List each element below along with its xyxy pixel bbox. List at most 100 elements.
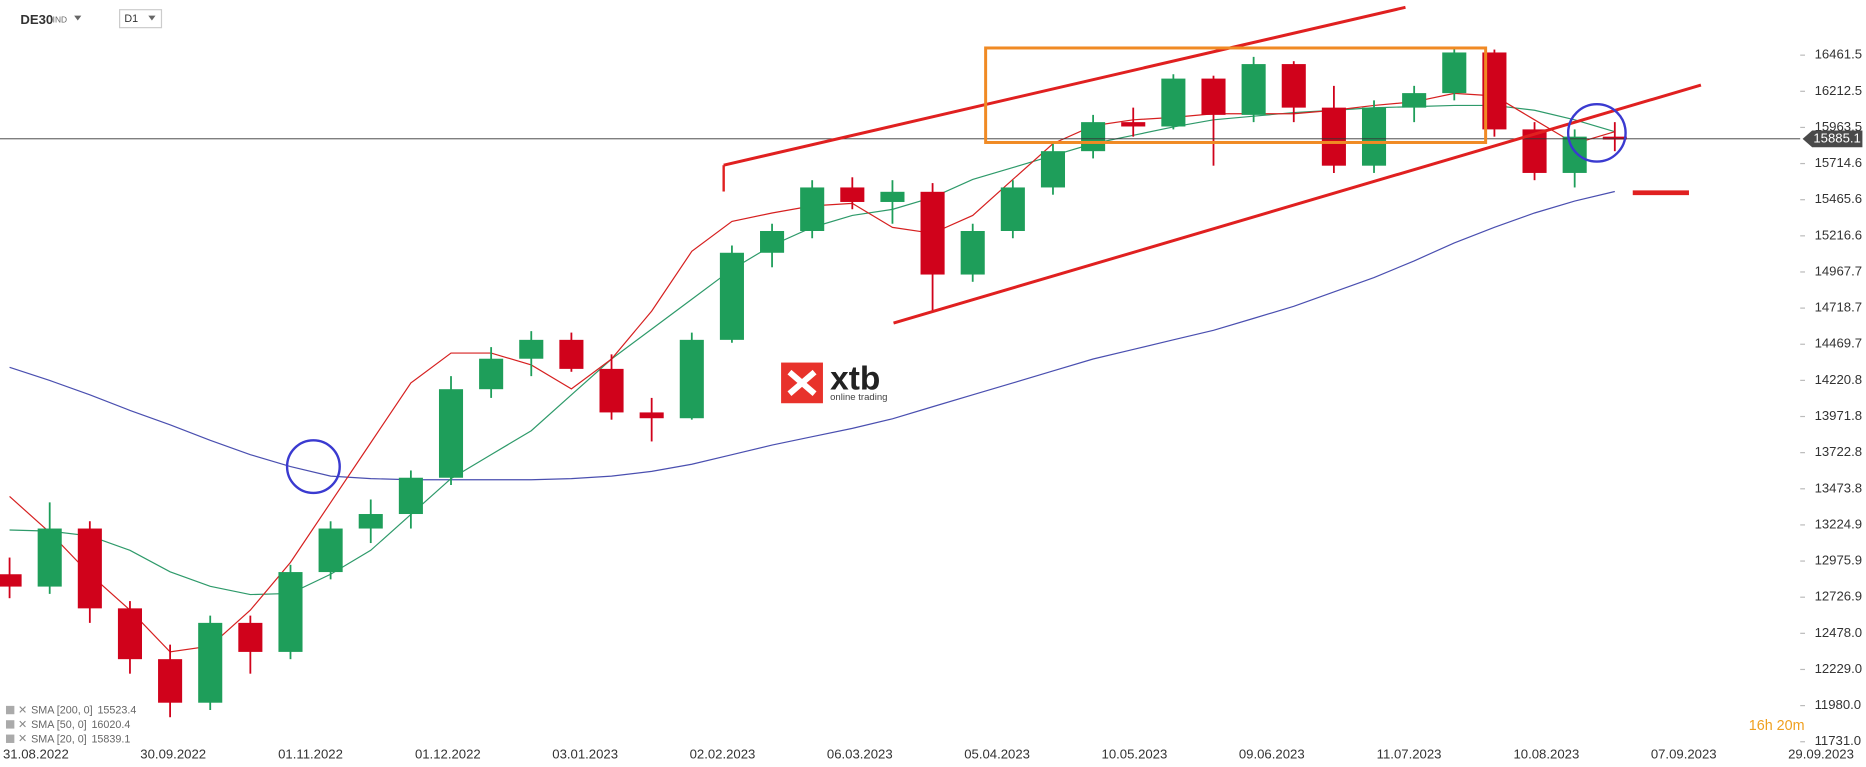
highlight-circle	[1566, 103, 1627, 163]
y-tick-label: 12229.0	[1815, 661, 1863, 676]
logo-tagline: online trading	[830, 392, 887, 403]
y-tick-label: 14469.7	[1815, 336, 1863, 351]
candle-body	[318, 528, 343, 573]
candle-body	[599, 368, 624, 413]
x-tick-label: 09.06.2023	[1239, 746, 1305, 761]
legend-entry: SMA [20, 0] 15839.1	[31, 733, 130, 745]
x-tick-label: 02.02.2023	[690, 746, 756, 761]
x-tick-label: 10.08.2023	[1513, 746, 1579, 761]
candle-body	[760, 230, 785, 253]
x-tick-label: 06.03.2023	[827, 746, 893, 761]
x-tick-label: 11.07.2023	[1377, 746, 1442, 761]
candle-body	[77, 528, 102, 609]
candle-body	[1201, 78, 1226, 115]
candle-body	[117, 608, 143, 660]
candle-body	[238, 622, 263, 652]
candle-body	[0, 574, 22, 587]
candle-body	[920, 191, 945, 275]
trend-line	[723, 5, 1406, 167]
candle-body	[880, 191, 905, 202]
candle-body	[398, 477, 423, 515]
candle-body	[960, 230, 985, 275]
candle-body	[479, 358, 504, 390]
legend-value: 15839.1	[91, 733, 130, 745]
legend-entry: SMA [200, 0] 15523.4	[31, 704, 136, 716]
dropdown-arrow[interactable]	[74, 15, 82, 21]
candle-body	[1040, 151, 1066, 188]
y-tick-label: 15465.6	[1815, 191, 1863, 206]
candle-body	[1121, 122, 1146, 127]
y-tick-label: 12975.9	[1815, 553, 1863, 568]
range-box	[984, 46, 1488, 144]
candle-body	[1602, 136, 1627, 140]
candle-body	[1442, 52, 1467, 94]
legend-value: 16020.4	[91, 719, 130, 731]
y-tick-label: 13971.8	[1815, 408, 1863, 423]
price-tag	[1802, 130, 1863, 148]
candle-body	[840, 187, 865, 202]
candle-body	[1562, 136, 1587, 173]
y-tick-label: 13722.8	[1815, 444, 1863, 459]
y-tick-label: 13473.8	[1815, 480, 1863, 495]
dropdown-arrow[interactable]	[148, 15, 156, 21]
interval-box[interactable]	[119, 9, 163, 29]
candle-body	[679, 339, 704, 419]
y-tick-label: 11731.0	[1815, 733, 1862, 748]
y-tick-label: 16212.5	[1815, 83, 1863, 98]
legend-entry: SMA [50, 0] 16020.4	[31, 719, 130, 731]
logo-x	[787, 369, 817, 396]
candle-body	[1000, 187, 1025, 231]
legend-close: ✕	[18, 704, 27, 716]
candle-body	[1321, 107, 1346, 166]
candle-body	[198, 622, 223, 703]
y-tick-label: 12726.9	[1815, 589, 1863, 604]
x-tick-label: 30.09.2022	[140, 746, 206, 761]
candle-body	[1361, 107, 1387, 166]
plot-area: 11731.0 11980.0 12229.0 12478.0 12726.9 12975…	[0, 47, 1863, 761]
interval[interactable]: D1	[124, 13, 138, 25]
x-tick-label: 05.04.2023	[964, 746, 1030, 761]
y-tick-label: 15714.6	[1815, 155, 1863, 170]
y-tick-label: 15963.5	[1815, 119, 1863, 134]
legend-name: SMA [20, 0]	[31, 733, 87, 745]
y-tick-label: 15216.6	[1815, 227, 1863, 242]
legend-icon	[5, 734, 15, 743]
candle-body	[519, 339, 544, 359]
legend-name: SMA [50, 0]	[31, 719, 87, 731]
candle-body	[158, 659, 183, 703]
candle-body	[278, 572, 303, 652]
x-tick-label: 03.01.2023	[552, 746, 618, 761]
y-tick-label: 14220.8	[1815, 372, 1863, 387]
market: IND	[53, 15, 67, 25]
candle-body	[1402, 93, 1427, 108]
countdown: 16h 20m	[1749, 718, 1805, 734]
y-tick-label: 14718.7	[1815, 300, 1863, 315]
candle-body	[559, 339, 584, 369]
legend-icon	[5, 720, 15, 729]
candle-body	[358, 514, 383, 529]
logo-brand: xtb	[830, 360, 880, 397]
symbol[interactable]: DE30	[20, 12, 53, 27]
x-tick-label: 31.08.2022	[3, 746, 69, 761]
candle-body	[1281, 64, 1306, 108]
candle-body	[800, 187, 825, 231]
trend-line	[893, 83, 1702, 325]
sma-line	[9, 190, 1615, 481]
price-label: 15885.1	[1813, 130, 1861, 145]
candle-body	[37, 528, 62, 587]
x-tick-label: 10.05.2023	[1102, 746, 1168, 761]
legend-name: SMA [200, 0]	[31, 704, 93, 716]
candle-body	[1081, 122, 1106, 152]
legend-icon	[5, 705, 15, 715]
x-tick-label: 01.11.2022	[278, 746, 343, 761]
candle-body	[438, 389, 464, 478]
y-tick-label: 16461.5	[1815, 47, 1863, 62]
x-tick-label: 07.09.2023	[1651, 746, 1717, 761]
legend-close: ✕	[18, 733, 27, 745]
highlight-circle	[285, 439, 341, 495]
x-tick-label: 01.12.2022	[415, 746, 481, 761]
x-tick-label: 29.09.2023	[1788, 746, 1854, 761]
candle-body	[719, 252, 744, 340]
legend-close: ✕	[18, 719, 27, 731]
